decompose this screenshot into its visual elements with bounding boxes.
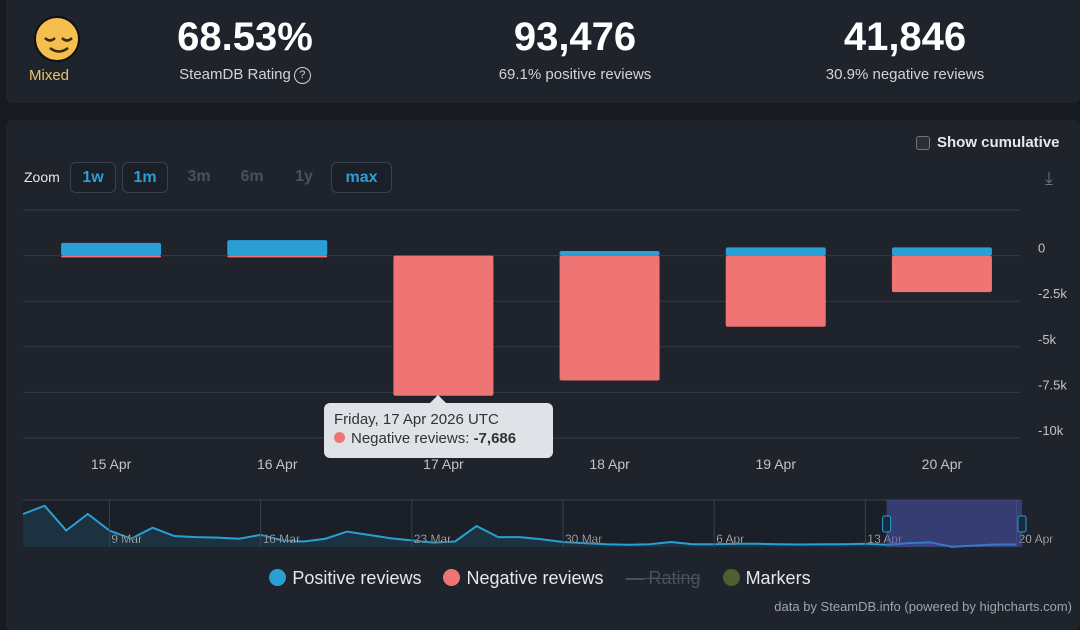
positive-bar [725,247,826,256]
navigator-date-label: 23 Mar [414,532,451,546]
legend-rating[interactable]: — Rating [626,568,701,589]
navigator-date-label: 6 Apr [716,532,744,546]
download-icon[interactable]: ⤓ [1045,168,1053,188]
steamdb-rating: 68.53% SteamDB Rating? [150,14,340,84]
y-tick-label: -10k [1038,423,1064,438]
legend-negative-reviews[interactable]: Negative reviews [443,568,604,589]
navigator-handle[interactable] [882,515,892,533]
negative-count: 41,846 [843,15,967,59]
positive-bar [61,242,162,256]
navigator-date-label: 20 Apr [1019,532,1054,546]
legend-label: Markers [745,568,811,588]
checkbox-icon[interactable] [916,135,930,150]
zoom-1w-button[interactable]: 1w [70,162,116,193]
navigator-date-label: 30 Mar [565,532,602,546]
positive-label: 69.1% positive reviews [498,66,652,83]
legend-label: Positive reviews [292,568,422,588]
y-tick-label: -5k [1038,332,1057,347]
negative-bar [559,255,660,381]
zoom-6m-button: 6m [240,168,264,185]
positive-bar [227,240,328,256]
positive-reviews-stat: 93,476 69.1% positive reviews [470,14,680,83]
zoom-3m-button: 3m [187,168,211,185]
zoom-max-button[interactable]: max [331,162,392,193]
zoom-1y-button: 1y [295,168,313,185]
positive-bar [559,251,660,256]
navigator-date-label: 9 Mar [111,532,142,546]
negative-bar [393,255,494,396]
y-tick-label: 0 [1038,241,1045,256]
x-tick-label: 19 Apr [756,456,797,472]
x-tick-label: 17 Apr [423,456,464,472]
legend-dot-icon [722,569,740,586]
legend-markers[interactable]: Markers [722,568,811,589]
show-cumulative-checkbox[interactable]: Show cumulative [916,134,1060,151]
y-tick-label: -2.5k [1038,286,1067,301]
rating-score: 68.53% [177,15,313,59]
help-icon[interactable]: ? [293,67,311,84]
chart-tooltip: Friday, 17 Apr 2026 UTC Negative reviews… [324,395,553,458]
chart-credit[interactable]: data by SteamDB.info (powered by highcha… [774,599,1072,614]
x-tick-label: 15 Apr [91,456,132,472]
chart-legend: Positive reviews Negative reviews — Rati… [0,568,1080,589]
tooltip-date: Friday, 17 Apr 2026 UTC [334,411,499,428]
x-tick-label: 20 Apr [922,456,963,472]
legend-dot-icon [269,569,287,586]
legend-label: Rating [648,568,701,588]
rating-score-label: SteamDB Rating [179,66,291,83]
navigator-handle[interactable] [1017,515,1027,533]
legend-line-icon: — [625,568,649,588]
tooltip-series: Negative reviews: [351,430,470,447]
positive-count: 93,476 [513,15,637,59]
negative-bar [725,255,826,327]
navigator-line [22,504,1017,548]
y-tick-label: -7.5k [1038,377,1067,392]
summary-panel [6,0,1080,103]
zoom-label: Zoom [24,169,60,185]
tooltip-value: -7,686 [473,430,517,447]
negative-reviews-stat: 41,846 30.9% negative reviews [800,14,1010,83]
negative-bar [61,255,162,258]
tooltip-series-dot [334,432,345,443]
navigator-selection[interactable] [886,500,1022,547]
x-tick-label: 16 Apr [257,456,298,472]
show-cumulative-label: Show cumulative [937,134,1060,151]
legend-label: Negative reviews [466,568,604,588]
zoom-1m-button[interactable]: 1m [122,162,168,193]
negative-bar [891,255,992,293]
legend-positive-reviews[interactable]: Positive reviews [269,568,421,589]
navigator-date-label: 16 Mar [263,532,300,546]
x-tick-label: 18 Apr [589,456,630,472]
navigator-background [23,500,1020,547]
rating-label: Mixed [29,67,70,84]
negative-label: 30.9% negative reviews [825,66,985,83]
relieved-face-icon [34,16,80,62]
negative-bar [227,255,328,258]
legend-dot-icon [443,569,461,586]
positive-bar [891,247,992,256]
